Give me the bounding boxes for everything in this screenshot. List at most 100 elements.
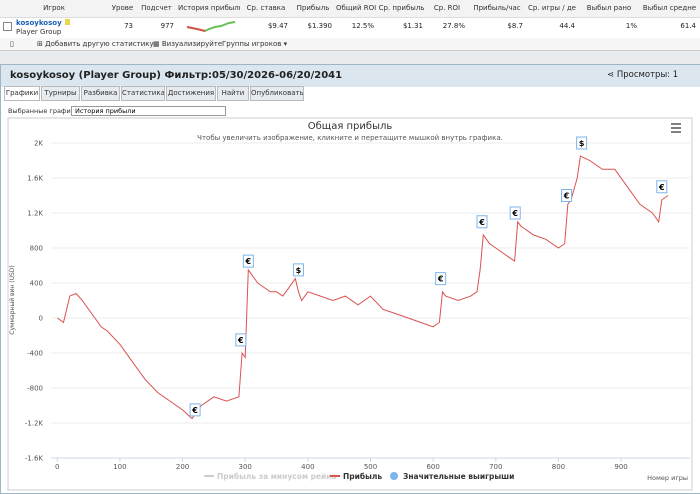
table-cell: 61.4 <box>680 22 696 30</box>
legend-swatch <box>390 472 398 480</box>
button-label: Группы игроков <box>222 40 282 48</box>
column-header[interactable]: Урове <box>111 4 134 12</box>
x-tick-label: 600 <box>426 463 439 471</box>
chart-title: Общая прибыль <box>308 121 393 132</box>
x-tick-label: 900 <box>614 463 627 471</box>
flag-box <box>235 333 247 347</box>
tab[interactable]: Найти <box>217 86 249 101</box>
big-win-flag[interactable]: € <box>656 180 668 194</box>
tab[interactable]: Разбивка <box>81 86 120 101</box>
y-tick-label: 1.2K <box>27 210 43 218</box>
flag-box <box>509 206 521 220</box>
flag-label: € <box>437 275 444 284</box>
table-cell: 27.8% <box>442 22 465 30</box>
legend-label: Прибыль за минусом рейка <box>217 472 336 481</box>
groups-button[interactable]: Группы игроков ▾ <box>222 40 288 48</box>
big-win-flag[interactable]: $ <box>576 136 588 150</box>
delete-icon[interactable]: ▯ <box>10 40 14 48</box>
table-cell: $1.31 <box>402 22 423 30</box>
x-tick-label: 800 <box>552 463 565 471</box>
flag-box <box>189 403 201 417</box>
legend-item[interactable]: Прибыль <box>330 472 382 481</box>
flag-box <box>561 189 573 202</box>
legend-label: Значительные выигрыши <box>403 472 514 481</box>
toolbar: ▯ ⊞ Добавить другую статистику ▦ Визуали… <box>0 38 700 51</box>
column-header[interactable]: Игрок <box>43 4 65 12</box>
flag-box <box>656 180 668 194</box>
x-axis-label: Номер игры <box>647 474 688 482</box>
selector-label: Выбранные графики: <box>8 107 82 115</box>
flag-label: € <box>245 257 252 266</box>
column-header[interactable]: Ср. ставка <box>246 4 286 12</box>
column-header[interactable]: Прибыль <box>296 4 330 12</box>
y-axis-label: Суммарный вин (USD) <box>9 265 16 335</box>
big-win-flag[interactable]: € <box>435 272 447 286</box>
y-tick-label: -800 <box>27 385 43 393</box>
x-tick-label: 700 <box>489 463 502 471</box>
column-header[interactable]: Выбыл рано <box>586 4 632 12</box>
chart-subtitle: Чтобы увеличить изображение, кликните и … <box>197 134 503 142</box>
column-header[interactable]: История прибыли <box>178 4 240 12</box>
y-tick-label: 400 <box>30 280 43 288</box>
x-tick-label: 100 <box>113 463 126 471</box>
column-header[interactable]: Ср. ROI <box>433 4 461 12</box>
y-tick-label: 1.6K <box>27 175 43 183</box>
table-cell: 977 <box>160 22 174 30</box>
stats-table: kosoykosoy Player Group Игрок Урове 73 Подс… <box>0 0 700 39</box>
column-header[interactable]: Выбыл средне <box>642 4 697 12</box>
chart-selector[interactable]: История прибыли <box>71 106 226 116</box>
views: ⋖ Просмотры: 1 <box>607 70 679 80</box>
column-header[interactable]: Подсчет <box>141 4 172 12</box>
row-checkbox[interactable] <box>3 22 12 31</box>
legend-item[interactable]: Прибыль за минусом рейка <box>204 472 336 481</box>
flag-box <box>242 254 254 268</box>
x-tick-label: 300 <box>239 463 252 471</box>
tab[interactable]: Опубликовать <box>250 86 304 101</box>
legend-item[interactable]: Значительные выигрыши <box>390 472 514 481</box>
flag-label: € <box>237 336 244 345</box>
views-text: Просмотры: 1 <box>616 70 679 80</box>
y-tick-label: -1.2K <box>25 420 44 428</box>
table-header <box>0 0 700 18</box>
tab[interactable]: Турниры <box>41 86 80 101</box>
column-header[interactable]: Ср. прибыль <box>378 4 425 12</box>
column-header[interactable]: Ср. игры / де <box>528 4 576 12</box>
flag-label: € <box>191 406 198 415</box>
selector-value: История прибыли <box>75 107 136 115</box>
tab[interactable]: Графики <box>4 86 40 101</box>
player-group: Player Group <box>16 28 62 36</box>
column-header[interactable]: Прибыль/час <box>473 4 521 12</box>
profit-line <box>57 155 669 420</box>
big-win-flag[interactable]: € <box>189 403 201 417</box>
big-win-flag[interactable]: € <box>509 206 521 220</box>
big-win-flag[interactable]: $ <box>292 263 304 277</box>
big-win-flag[interactable]: € <box>476 215 488 229</box>
x-tick-label: 0 <box>55 463 59 471</box>
table-cell: $1.390 <box>307 22 333 30</box>
flag-label: € <box>478 218 485 227</box>
big-win-flag[interactable]: € <box>561 189 573 202</box>
menu-icon[interactable] <box>671 123 681 133</box>
tab[interactable]: Статистика <box>121 86 165 101</box>
table-cell: $8.7 <box>507 22 523 30</box>
flag-label: $ <box>579 139 585 148</box>
flag-label: € <box>563 192 570 201</box>
add-stat-button[interactable]: ⊞ Добавить другую статистику <box>37 40 154 48</box>
sparkline <box>186 21 236 33</box>
big-win-flag[interactable]: € <box>242 254 254 268</box>
tab[interactable]: Достижения <box>166 86 216 101</box>
player-name[interactable]: kosoykosoy <box>16 19 62 27</box>
flag-label: € <box>658 183 665 192</box>
y-tick-label: -400 <box>27 350 43 358</box>
x-tick-label: 200 <box>176 463 189 471</box>
flag-box <box>576 136 588 150</box>
flag-label: $ <box>296 266 302 275</box>
big-win-flag[interactable]: € <box>235 333 247 347</box>
panel-header: kosoykosoy (Player Group) Фильтр:05/30/2… <box>1 65 700 87</box>
column-header[interactable]: Общий ROI <box>336 4 376 12</box>
visualize-button[interactable]: ▦ Визуализируйте <box>153 40 223 48</box>
button-label: Добавить другую статистику <box>45 40 154 48</box>
x-tick-label: 500 <box>364 463 377 471</box>
